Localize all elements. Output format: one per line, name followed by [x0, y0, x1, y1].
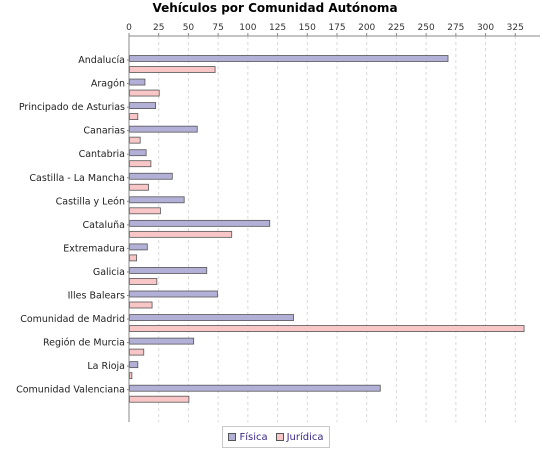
category-label: Comunidad Valenciana [16, 385, 125, 396]
x-tick-label: 300 [477, 23, 494, 33]
bar-fisica [129, 290, 218, 298]
bar-fisica [129, 78, 146, 86]
category-label: Aragón [91, 79, 125, 90]
bar-juridica [129, 348, 145, 356]
bar-fisica [129, 172, 173, 180]
chart-title: Vehículos por Comunidad Autónoma [152, 1, 398, 15]
category-label: Castilla y León [56, 196, 125, 207]
category-label: Comunidad de Madrid [20, 314, 125, 325]
legend: Física Jurídica [222, 426, 330, 448]
bar-juridica [129, 183, 149, 191]
bar-juridica [129, 230, 233, 238]
x-tick-label: 225 [388, 23, 405, 33]
legend-swatch-juridica [275, 433, 284, 441]
bar-juridica [129, 254, 138, 262]
bar-juridica [129, 325, 525, 332]
grid-layer [158, 36, 516, 422]
bar-fisica [129, 125, 198, 133]
bar-juridica [129, 395, 190, 403]
bar-juridica [129, 301, 153, 309]
legend-item-juridica: Jurídica [275, 431, 324, 443]
bar-fisica [129, 314, 294, 321]
bar-juridica [129, 66, 216, 73]
legend-item-fisica: Física [228, 431, 268, 443]
bar-juridica [129, 160, 152, 168]
bar-fisica [129, 55, 449, 62]
category-label: Cantabria [79, 149, 125, 160]
legend-label-fisica: Física [239, 431, 268, 443]
x-tick-label: 325 [507, 23, 524, 33]
bar-fisica [129, 243, 148, 251]
category-label: Galicia [93, 267, 125, 278]
bar-juridica [129, 278, 158, 285]
x-tick-label: 50 [183, 23, 195, 33]
x-tick-label: 275 [447, 23, 464, 33]
x-tick-label: 75 [212, 23, 223, 33]
x-tick-label: 100 [239, 23, 256, 33]
bar-fisica [129, 196, 185, 204]
x-tick-label: 25 [153, 23, 164, 33]
category-label: Extremadura [63, 243, 125, 254]
category-label: La Rioja [87, 361, 125, 372]
x-tick-label: 0 [126, 23, 132, 33]
category-label: Andalucía [78, 55, 125, 66]
bar-fisica [129, 267, 208, 274]
category-label: Región de Murcia [43, 338, 125, 349]
bar-fisica [129, 219, 271, 227]
bars-layer [129, 55, 525, 403]
bar-fisica [129, 384, 381, 392]
legend-swatch-fisica [228, 433, 237, 441]
legend-label-juridica: Jurídica [286, 431, 324, 443]
x-tick-label: 250 [418, 23, 435, 33]
x-tick-label: 150 [299, 23, 316, 33]
bar-juridica [129, 372, 133, 380]
category-label: Canarias [83, 126, 125, 137]
bar-juridica [129, 89, 160, 97]
x-tick-label: 175 [328, 23, 345, 33]
bar-fisica [129, 102, 157, 109]
bar-fisica [129, 361, 139, 369]
bar-juridica [129, 113, 139, 120]
category-label: Illes Balears [68, 291, 125, 302]
x-tick-label: 200 [358, 23, 375, 33]
category-label: Cataluña [82, 220, 125, 231]
x-tick-label: 125 [269, 23, 286, 33]
axis-layer: 0 25 50 75 100 125 150 175 200 225 250 275 300 325 And… [16, 23, 540, 422]
bar-juridica [129, 136, 141, 144]
bar-fisica [129, 149, 147, 157]
bar-juridica [129, 207, 161, 215]
category-label: Castilla - La Mancha [29, 173, 125, 184]
category-label: Principado de Asturias [19, 102, 125, 113]
bar-fisica [129, 337, 195, 345]
